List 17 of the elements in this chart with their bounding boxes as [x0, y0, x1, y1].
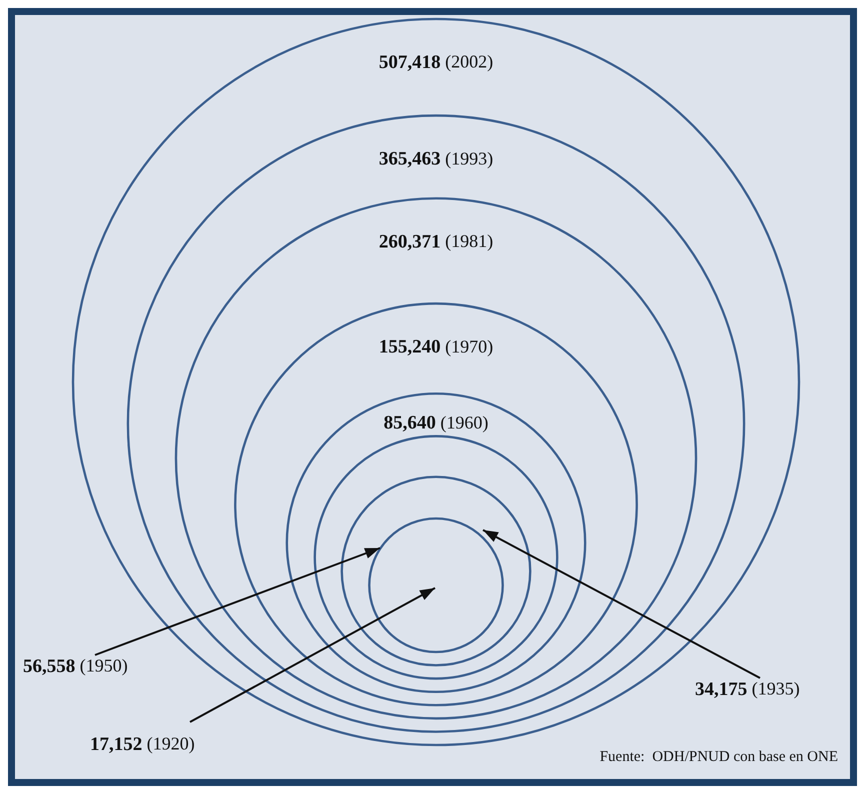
- category-label: (1981): [440, 231, 494, 252]
- category-label: (1970): [440, 336, 494, 356]
- data-label: 260,371: [378, 231, 441, 252]
- data-label: 34,175: [695, 678, 748, 700]
- category-label: (1960): [436, 412, 488, 432]
- data-label: 56,558: [23, 656, 76, 677]
- category-label: (1993): [440, 148, 494, 168]
- data-label: 85,640: [384, 412, 436, 434]
- category-label: (1920): [142, 734, 195, 754]
- category-label: (1950): [75, 656, 128, 676]
- category-label: (1935): [747, 678, 800, 699]
- category-label: (2002): [440, 52, 494, 72]
- data-label: 365,463: [378, 148, 441, 170]
- data-label: 155,240: [378, 336, 441, 358]
- data-label: 17,152: [90, 734, 142, 755]
- data-label: 507,418: [378, 52, 441, 73]
- source-note: Fuente: ODH/PNUD con base en ONE: [600, 748, 838, 765]
